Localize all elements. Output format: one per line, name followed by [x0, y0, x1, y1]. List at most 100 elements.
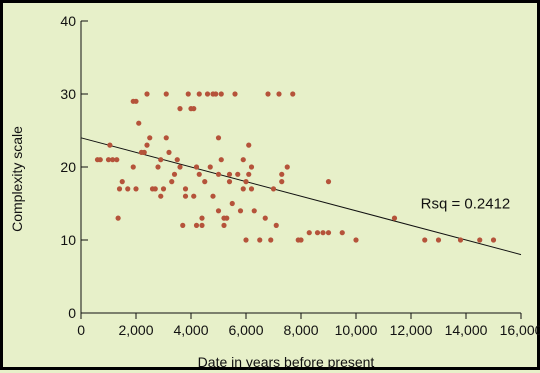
- data-point: [243, 237, 249, 243]
- data-point: [199, 222, 205, 228]
- data-point: [218, 157, 224, 163]
- data-point: [246, 142, 252, 148]
- data-point: [215, 135, 222, 141]
- data-point: [115, 215, 121, 221]
- axes: [80, 20, 522, 319]
- data-point: [276, 91, 282, 97]
- data-point: [235, 171, 241, 177]
- data-point: [196, 91, 202, 97]
- data-point: [177, 164, 183, 170]
- y-tick-label: 10: [60, 232, 76, 248]
- data-point: [268, 237, 274, 243]
- data-point: [221, 222, 227, 228]
- trend-line: [80, 137, 522, 256]
- y-tick-label: 0: [68, 305, 76, 321]
- data-point: [215, 208, 222, 214]
- data-point: [273, 222, 279, 228]
- data-point: [306, 230, 312, 236]
- x-tick-label: 12,000: [390, 322, 433, 338]
- x-tick-label: 4,000: [173, 322, 208, 338]
- data-point: [147, 135, 153, 141]
- data-point: [114, 157, 120, 163]
- x-tick-label: 2,000: [118, 322, 153, 338]
- data-point: [144, 142, 150, 148]
- data-point: [243, 179, 249, 185]
- data-point: [116, 186, 123, 192]
- axis-labels: 0 10 20 30 40 0 2,000 4,000 6,000 8,000 10,000 12,0…: [60, 13, 540, 338]
- data-point: [248, 164, 255, 170]
- data-point: [240, 157, 246, 163]
- data-point: [320, 230, 326, 236]
- data-point: [435, 237, 442, 243]
- data-point: [204, 91, 211, 97]
- data-point: [240, 186, 246, 192]
- x-tick-label: 14,000: [445, 322, 488, 338]
- scatter-chart: 0 10 20 30 40 0 2,000 4,000 6,000 8,000 10,000 12,0…: [9, 13, 540, 370]
- data-point: [257, 237, 263, 243]
- data-point: [119, 179, 125, 185]
- data-points: [94, 91, 497, 243]
- data-point: [202, 179, 208, 185]
- data-point: [166, 149, 172, 155]
- y-tick-label: 30: [60, 86, 76, 102]
- data-point: [136, 120, 142, 126]
- data-point: [314, 230, 321, 236]
- data-point: [97, 157, 103, 163]
- x-tick-label: 8,000: [283, 322, 318, 338]
- rsq-annotation: Rsq = 0.2412: [421, 196, 511, 213]
- data-point: [133, 98, 139, 104]
- data-point: [174, 157, 180, 163]
- data-point: [226, 171, 233, 177]
- x-axis-title: Date in years before present: [198, 354, 375, 370]
- data-point: [215, 171, 222, 177]
- data-point: [262, 215, 268, 221]
- x-tick-label: 10,000: [335, 322, 378, 338]
- data-point: [298, 237, 304, 243]
- data-point: [110, 157, 116, 163]
- data-point: [191, 106, 197, 112]
- data-point: [251, 208, 257, 214]
- data-point: [133, 186, 139, 192]
- x-tick-label: 16,000: [500, 322, 540, 338]
- data-point: [193, 164, 200, 170]
- data-point: [213, 91, 219, 97]
- data-point: [158, 193, 164, 199]
- data-point: [339, 230, 345, 236]
- data-point: [163, 91, 169, 97]
- data-point: [265, 91, 271, 97]
- data-point: [207, 164, 213, 170]
- data-point: [152, 186, 158, 192]
- data-point: [144, 91, 150, 97]
- data-point: [125, 186, 131, 192]
- data-point: [422, 237, 428, 243]
- data-point: [107, 142, 113, 148]
- data-point: [155, 164, 161, 170]
- data-point: [353, 237, 359, 243]
- data-point: [105, 157, 112, 163]
- data-point: [325, 179, 332, 185]
- data-point: [279, 179, 285, 185]
- data-point: [226, 179, 233, 185]
- data-point: [185, 91, 191, 97]
- x-tick-label: 0: [77, 322, 85, 338]
- data-point: [158, 157, 164, 163]
- y-axis-title: Complexity scale: [9, 126, 25, 232]
- data-point: [391, 215, 398, 221]
- data-point: [160, 186, 167, 192]
- data-point: [246, 171, 252, 177]
- trend-line-group: [80, 137, 522, 256]
- data-point: [177, 106, 183, 112]
- data-point: [490, 237, 497, 243]
- data-point: [232, 91, 238, 97]
- data-point: [130, 164, 136, 170]
- data-point: [229, 200, 235, 207]
- data-point: [196, 171, 202, 177]
- data-point: [141, 149, 147, 155]
- data-point: [477, 237, 483, 243]
- data-point: [180, 222, 186, 228]
- data-point: [325, 230, 332, 236]
- x-tick-label: 6,000: [228, 322, 263, 338]
- data-point: [191, 193, 197, 199]
- data-point: [210, 193, 216, 199]
